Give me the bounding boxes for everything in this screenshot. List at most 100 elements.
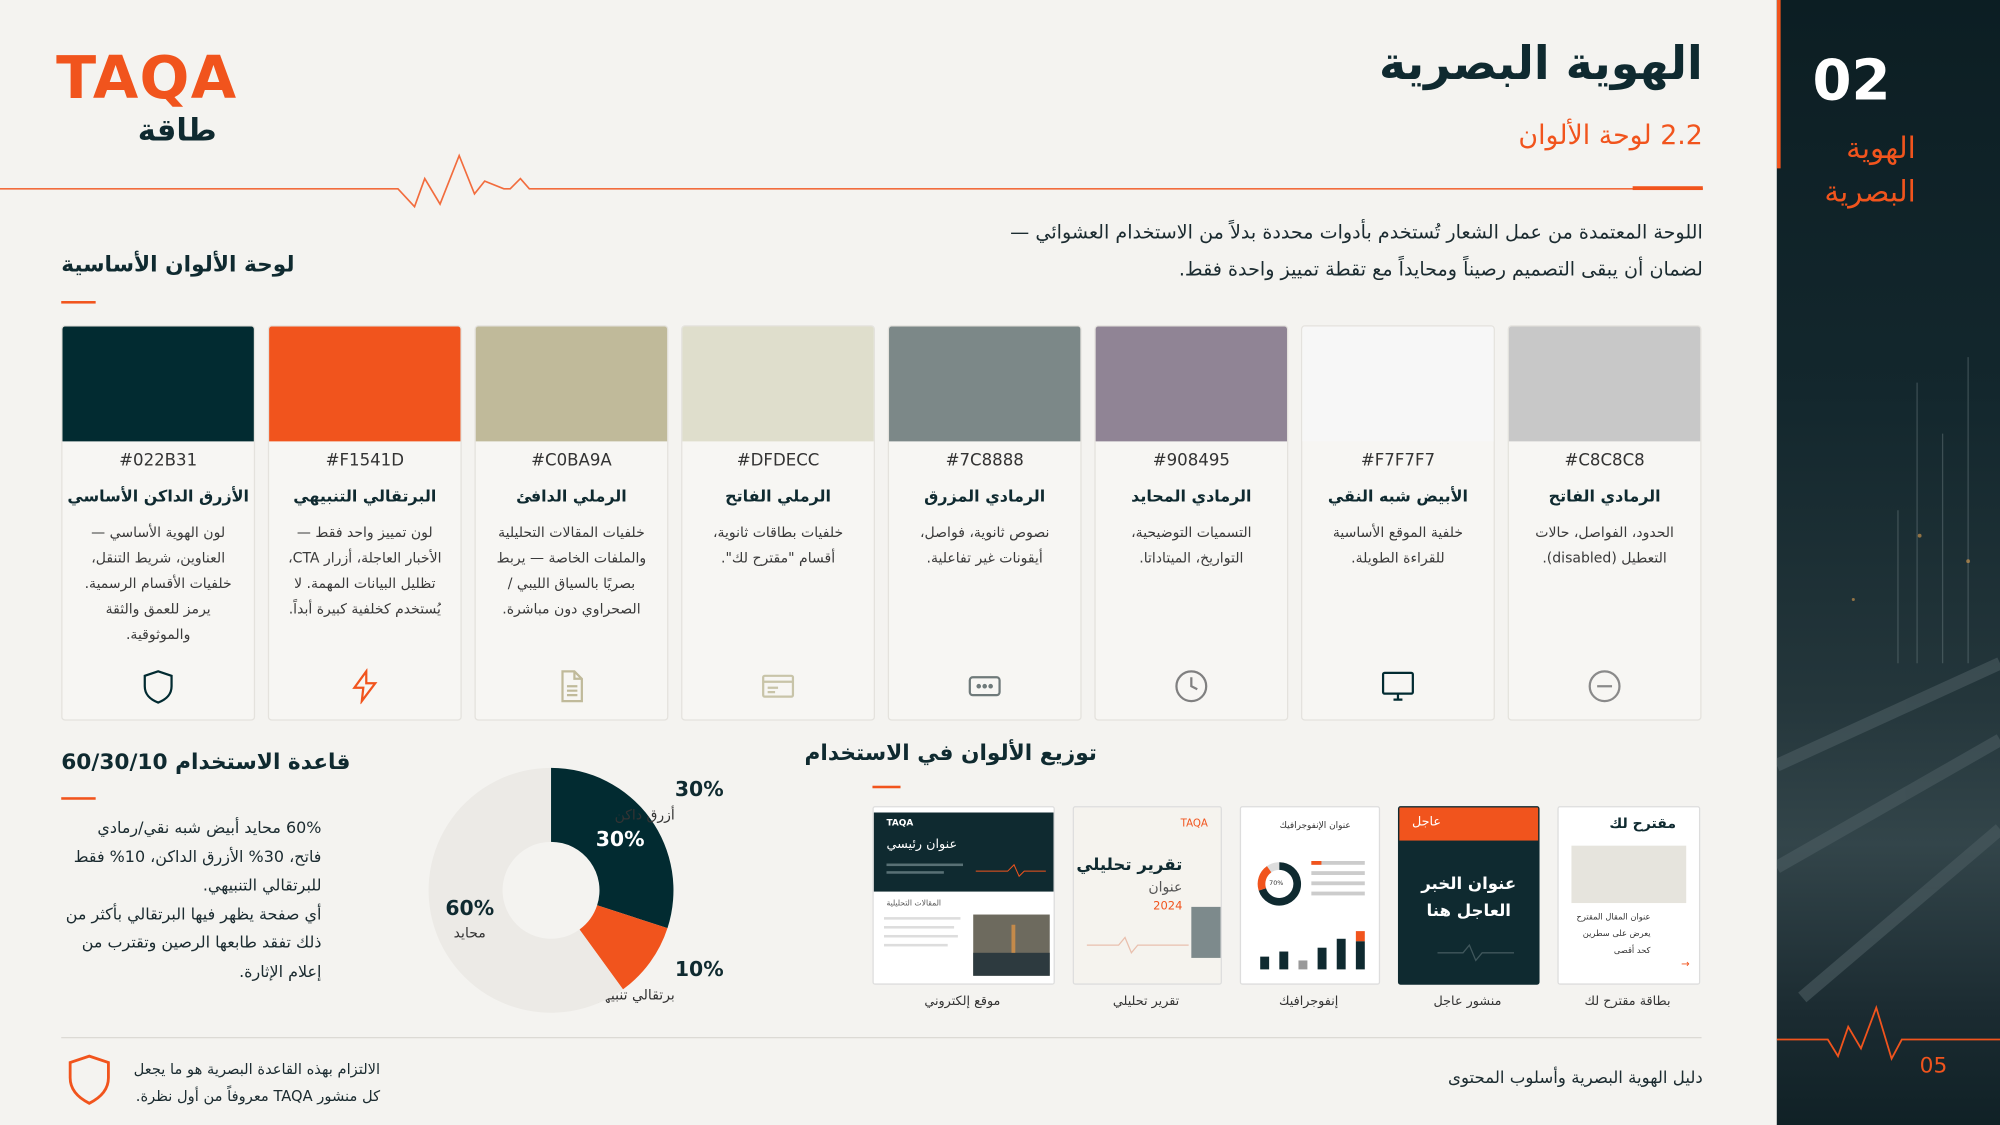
thumb-title: تقرير تحليلي: [1076, 855, 1183, 875]
swatch-icon: [1588, 670, 1621, 703]
swatch-icon: [1175, 670, 1208, 703]
rect: [1311, 871, 1365, 875]
slice-category: محايد: [454, 925, 486, 941]
slice-label: 10%: [675, 957, 724, 981]
rect: [1311, 891, 1365, 896]
circle: [1966, 559, 1971, 564]
thumb-subtitle: عنوان: [1148, 878, 1183, 896]
swatch-description: لون تمييز واحد فقط — الأخبار العاجلة، أز…: [288, 524, 442, 618]
caption: إنفوجرافيك: [1279, 994, 1339, 1009]
swatch-description: خلفية الموقع الأساسية للقراءة الطويلة.: [1332, 524, 1464, 567]
thumb-columns: [1260, 931, 1365, 970]
swatch-hex: #F1541D: [325, 451, 404, 471]
rect: [1311, 860, 1322, 865]
swatch: [1302, 326, 1494, 442]
swatch-icon: [143, 670, 173, 704]
rect: [883, 917, 961, 920]
path: [561, 670, 583, 703]
thumb-title: عنوان الإنفوجرافيك: [1279, 820, 1351, 831]
swatch-card: #C0BA9A الرملي الدافئ خلفيات المقالات التح…: [474, 325, 669, 721]
rect: [1011, 924, 1016, 953]
circle: [1588, 670, 1621, 703]
thumb-section: المقالات التحليلية: [886, 899, 942, 909]
swatch: [1508, 326, 1701, 442]
footer-shield: [68, 1054, 110, 1105]
heartbeat-line: [0, 153, 1703, 209]
path: [1086, 936, 1189, 955]
donut-slice: [551, 767, 674, 929]
thumb-pulse: [1086, 936, 1189, 955]
logo-arabic: طاقة: [137, 112, 217, 148]
intro-line: اللوحة المعتمدة من عمل الشعار تُستخدم بأ…: [1010, 220, 1703, 244]
swatch-icon: [1381, 671, 1414, 701]
accent: [872, 785, 901, 789]
caption: تقرير تحليلي: [1112, 994, 1180, 1009]
swatch-card: #908495 الرمادي المحايد التسميات التوضيحية…: [1094, 325, 1289, 721]
swatch-name: الرمادي الفاتح: [1548, 485, 1661, 506]
thumb-headline: عنوان المقال المقترح يعرض على سطرين كحد …: [1576, 911, 1651, 956]
page-subtitle: 2.2 لوحة الألوان: [1518, 119, 1703, 151]
swatch-name: الأزرق الداكن الأساسي: [67, 485, 249, 506]
thumb-tag: مقترح لك: [1609, 815, 1677, 832]
swatch-name: الرملي الدافئ: [516, 485, 627, 506]
slice-label: 30%: [675, 777, 724, 801]
swatch-icon: [762, 674, 795, 698]
circle: [982, 683, 988, 689]
accent: [61, 797, 96, 800]
swatch-card: #7C8888 الرمادي المزرق نصوص ثانوية، فواصل،…: [887, 325, 1082, 721]
thumb-pulse: [1437, 943, 1515, 962]
swatch-card: #F7F7F7 الأبيض شبه النقي خلفية الموقع الأس…: [1301, 325, 1495, 721]
thumb-tag-bar: [1399, 807, 1539, 841]
path: [0, 153, 1703, 209]
swatch-hex: #F7F7F7: [1360, 451, 1436, 471]
paragraph: أي صفحة يظهر فيها البرتقالي بأكثر من ذلك…: [65, 903, 322, 981]
swatch: [269, 326, 461, 442]
g: [1897, 357, 1969, 664]
swatch-cards: #022B31 الأزرق الداكن الأساسي لون الهوية ا…: [61, 325, 1702, 721]
circle: [976, 683, 982, 689]
swatch-description: خلفيات المقالات التحليلية والملفات الخاص…: [496, 524, 647, 618]
section-title: توزيع الألوان في الاستخدام: [804, 741, 1097, 767]
g: [1851, 533, 1971, 602]
swatch-name: الأبيض شبه النقي: [1327, 485, 1469, 506]
page-number: 05: [1919, 1053, 1948, 1080]
thumb-infographic: عنوان الإنفوجرافيك 70%: [1239, 806, 1381, 985]
rect: [883, 934, 958, 938]
swatch-description: خلفيات بطاقات ثانوية، أقسام "مقترح لك".: [712, 524, 844, 567]
g: [1311, 860, 1365, 896]
circle: [988, 683, 993, 689]
accent: [61, 301, 96, 304]
swatch: [475, 326, 668, 442]
swatch-hex: #C0BA9A: [531, 451, 612, 471]
thumb-website: TAQA عنوان رئيسي المقالات التحليلية: [872, 806, 1055, 985]
paragraph: 60% محايد أبيض شبه نقي/رمادي فاتح، 30% ا…: [73, 817, 322, 895]
swatch-hex: #908495: [1152, 451, 1230, 471]
footer-guide: دليل الهوية البصرية وأسلوب المحتوى: [1447, 1068, 1703, 1089]
thumb-stat: 70%: [1269, 880, 1284, 888]
thumb-lines: [886, 863, 1046, 878]
thumb-arrow: →: [1681, 957, 1690, 970]
slice-label: 30%: [596, 827, 645, 851]
swatch-card: #DFDECC الرملي الفاتح خلفيات بطاقات ثانوية…: [681, 325, 875, 721]
rect: [1317, 947, 1327, 970]
path: [1393, 693, 1403, 701]
path: [143, 670, 173, 704]
rect: [1279, 951, 1289, 970]
thumb-report: TAQA تقرير تحليلي عنوان 2024: [1072, 806, 1222, 985]
rect: [973, 952, 1050, 976]
rect: [1355, 941, 1365, 970]
swatch: [62, 326, 254, 442]
swatch-card: #F1541D البرتقالي التنبيهي لون تمييز واحد …: [267, 325, 462, 721]
footer-divider: [61, 1036, 1702, 1039]
intro: اللوحة المعتمدة من عمل الشعار تُستخدم بأ…: [1010, 214, 1703, 288]
swatch-card: #C8C8C8 الرمادي الفاتح الحدود، الفواصل، حا…: [1507, 325, 1702, 721]
path: [1776, 734, 2000, 873]
sidebar-number: 02: [1812, 48, 1891, 114]
logo-latin: TAQA: [56, 43, 238, 113]
slice-label: 60%: [445, 896, 494, 920]
swatch-hex: #7C8888: [945, 451, 1024, 471]
rect: [762, 674, 795, 698]
section-title: قاعدة الاستخدام 60/30/10: [61, 749, 351, 776]
